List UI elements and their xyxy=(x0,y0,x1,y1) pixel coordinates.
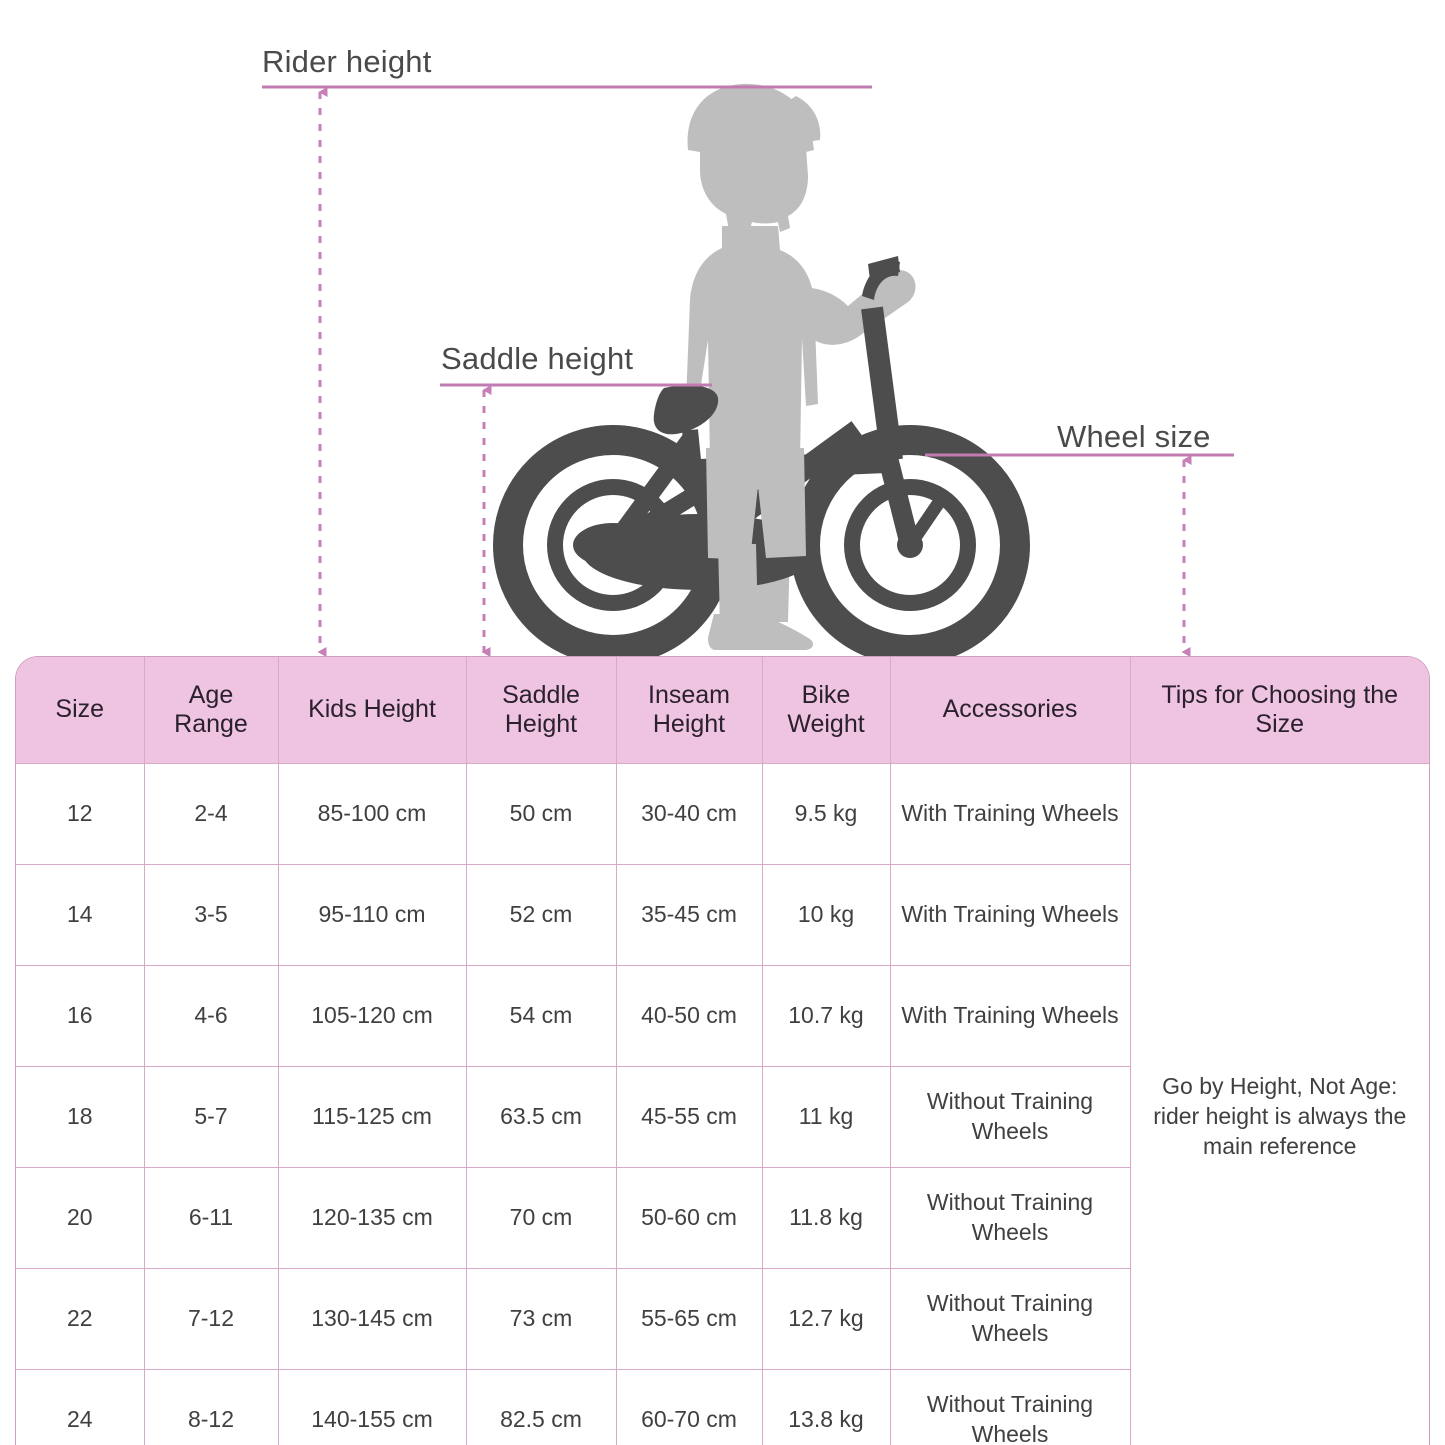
cell-age-range: 5-7 xyxy=(143,1066,279,1168)
saddle-height-measure xyxy=(440,383,712,657)
cell-size: 20 xyxy=(16,1167,145,1269)
cell-inseam-height: 45-55 cm xyxy=(615,1066,763,1168)
cell-bike-weight: 10 kg xyxy=(761,864,891,966)
cell-inseam-height: 55-65 cm xyxy=(615,1268,763,1370)
cell-inseam-height: 35-45 cm xyxy=(615,864,763,966)
rider-height-measure xyxy=(262,85,872,657)
cell-inseam-height: 30-40 cm xyxy=(615,763,763,865)
cell-bike-weight: 11.8 kg xyxy=(761,1167,891,1269)
cell-age-range: 4-6 xyxy=(143,965,279,1067)
table-header-row: Size Age Range Kids Height Saddle Height… xyxy=(16,657,1429,764)
cell-age-range: 8-12 xyxy=(143,1369,279,1445)
wheel-size-label: Wheel size xyxy=(1057,419,1211,454)
cell-bike-weight: 9.5 kg xyxy=(761,763,891,865)
cell-bike-weight: 11 kg xyxy=(761,1066,891,1168)
cell-kids-height: 115-125 cm xyxy=(277,1066,467,1168)
cell-size: 18 xyxy=(16,1066,145,1168)
bike-rider-illustration xyxy=(0,0,1445,660)
cell-age-range: 7-12 xyxy=(143,1268,279,1370)
cell-size: 14 xyxy=(16,864,145,966)
cell-age-range: 6-11 xyxy=(143,1167,279,1269)
table-row: 12 2-4 85-100 cm 50 cm 30-40 cm 9.5 kg With Tr… xyxy=(16,763,1429,1445)
cell-kids-height: 95-110 cm xyxy=(277,864,467,966)
table-row: 24 8-12 140-155 cm 82.5 cm 60-70 cm 13.8 kg Wi… xyxy=(16,1369,1429,1445)
column-header-size: Size xyxy=(16,657,145,764)
cell-bike-weight: 10.7 kg xyxy=(761,965,891,1067)
column-header-kids-height: Kids Height xyxy=(277,657,467,764)
table-row: 22 7-12 130-145 cm 73 cm 55-65 cm 12.7 kg With… xyxy=(16,1268,1429,1370)
cell-saddle-height: 50 cm xyxy=(465,763,617,865)
cell-kids-height: 120-135 cm xyxy=(277,1167,467,1269)
cell-tips: Go by Height, Not Age: rider height is a… xyxy=(1129,763,1429,1445)
column-header-inseam-height: Inseam Height xyxy=(615,657,763,764)
rider-near-leg xyxy=(706,448,813,650)
cell-kids-height: 105-120 cm xyxy=(277,965,467,1067)
cell-age-range: 2-4 xyxy=(143,763,279,865)
cell-saddle-height: 82.5 cm xyxy=(465,1369,617,1445)
column-header-accessories: Accessories xyxy=(889,657,1131,764)
bike-sizing-table: Size Age Range Kids Height Saddle Height… xyxy=(16,657,1429,1445)
cell-bike-weight: 12.7 kg xyxy=(761,1268,891,1370)
cell-accessories: With Training Wheels xyxy=(889,864,1130,966)
cell-size: 22 xyxy=(16,1268,145,1370)
cell-saddle-height: 73 cm xyxy=(465,1268,617,1370)
cell-accessories: Without Training Wheels xyxy=(889,1369,1130,1445)
cell-accessories: With Training Wheels xyxy=(889,763,1131,865)
cell-inseam-height: 60-70 cm xyxy=(615,1369,763,1445)
cell-inseam-height: 50-60 cm xyxy=(615,1167,763,1269)
cell-saddle-height: 70 cm xyxy=(465,1167,617,1269)
cell-kids-height: 85-100 cm xyxy=(277,763,467,865)
cell-accessories: Without Training Wheels xyxy=(889,1268,1130,1370)
cell-accessories: With Training Wheels xyxy=(889,965,1130,1067)
column-header-saddle-height: Saddle Height xyxy=(465,657,617,764)
wheel-size-measure xyxy=(925,453,1234,657)
cell-age-range: 3-5 xyxy=(143,864,279,966)
cell-saddle-height: 63.5 cm xyxy=(465,1066,617,1168)
cell-size: 16 xyxy=(16,965,145,1067)
cell-saddle-height: 54 cm xyxy=(465,965,617,1067)
rider-height-label: Rider height xyxy=(262,44,432,79)
table-row: 14 3-5 95-110 cm 52 cm 35-45 cm 10 kg With Tra… xyxy=(16,864,1429,966)
saddle-height-label: Saddle height xyxy=(441,341,634,376)
cell-kids-height: 130-145 cm xyxy=(277,1268,467,1370)
cell-inseam-height: 40-50 cm xyxy=(615,965,763,1067)
column-header-age-range: Age Range xyxy=(143,657,279,764)
cell-size: 24 xyxy=(16,1369,145,1445)
cell-saddle-height: 52 cm xyxy=(465,864,617,966)
cell-accessories: Without Training Wheels xyxy=(889,1066,1130,1168)
table-row: 16 4-6 105-120 cm 54 cm 40-50 cm 10.7 kg With … xyxy=(16,965,1429,1067)
cell-size: 12 xyxy=(16,763,145,865)
cell-accessories: Without Training Wheels xyxy=(889,1167,1130,1269)
cell-kids-height: 140-155 cm xyxy=(277,1369,467,1445)
column-header-tips: Tips for Choosing the Size xyxy=(1129,657,1429,764)
cell-bike-weight: 13.8 kg xyxy=(761,1369,891,1445)
column-header-bike-weight: Bike Weight xyxy=(761,657,891,764)
